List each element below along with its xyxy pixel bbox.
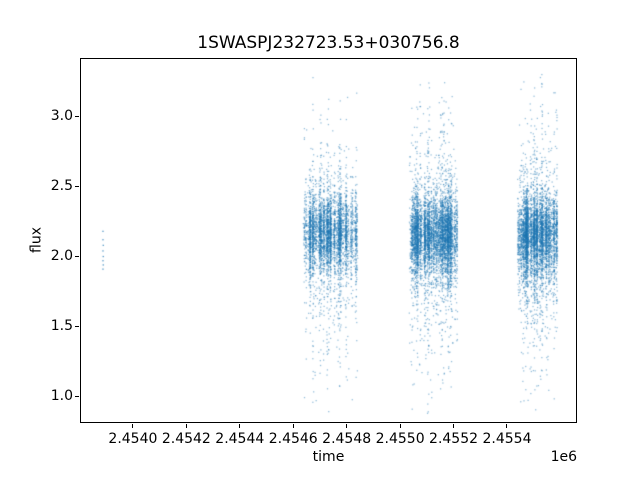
y-tick-mark — [75, 116, 79, 118]
x-tick-mark — [399, 424, 401, 428]
y-tick-label: 1.0 — [50, 388, 73, 405]
y-axis-label: flux — [28, 227, 45, 253]
x-tick-mark — [185, 424, 187, 428]
x-tick-mark — [292, 424, 294, 428]
x-tick-mark — [506, 424, 508, 428]
x-tick-mark — [453, 424, 455, 428]
x-tick-label: 2.4540 — [108, 431, 158, 447]
x-tick-label: 2.4550 — [375, 431, 425, 447]
y-tick-label: 1.5 — [50, 318, 73, 335]
y-tick-label: 2.0 — [50, 248, 73, 265]
x-tick-label: 2.4544 — [215, 431, 265, 447]
y-tick-mark — [75, 256, 79, 258]
x-tick-mark — [239, 424, 241, 428]
scatter-canvas — [80, 58, 577, 423]
x-tick-label: 2.4554 — [482, 431, 532, 447]
x-tick-mark — [132, 424, 134, 428]
x-tick-mark — [346, 424, 348, 428]
plot-area — [80, 58, 577, 423]
y-tick-mark — [75, 396, 79, 398]
x-axis-offset-label: 1e6 — [550, 449, 577, 465]
y-tick-label: 3.0 — [50, 108, 73, 125]
x-tick-label: 2.4542 — [161, 431, 211, 447]
y-tick-mark — [75, 186, 79, 188]
x-axis-label: time — [312, 449, 345, 465]
x-tick-label: 2.4548 — [322, 431, 372, 447]
y-tick-mark — [75, 326, 79, 328]
x-tick-label: 2.4546 — [268, 431, 318, 447]
x-tick-label: 2.4552 — [429, 431, 479, 447]
chart-title: 1SWASPJ232723.53+030756.8 — [197, 33, 460, 53]
y-tick-label: 2.5 — [50, 178, 73, 195]
